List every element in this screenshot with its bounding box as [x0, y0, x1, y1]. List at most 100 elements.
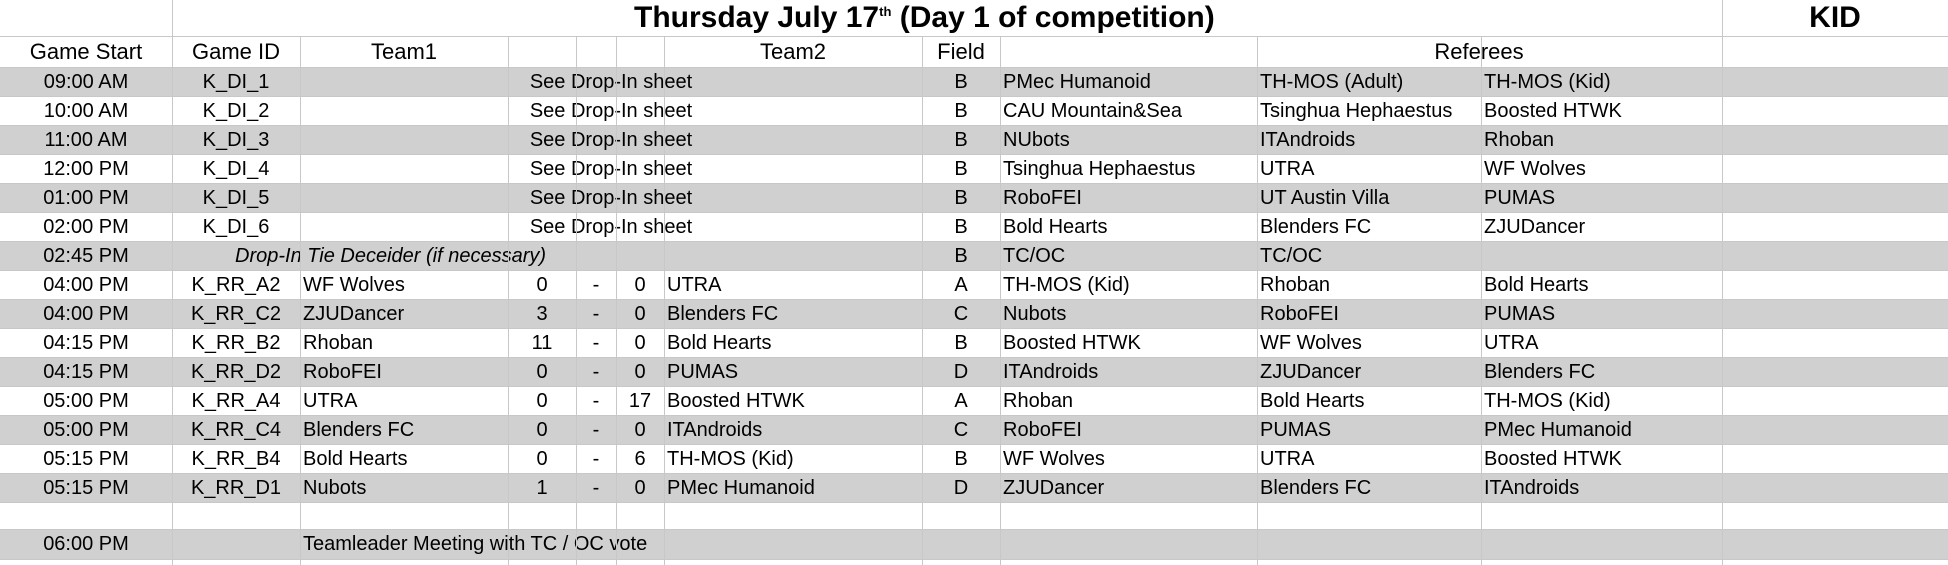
grid-col-line	[508, 37, 509, 565]
drop-in-note: See Drop-In sheet	[529, 129, 693, 151]
grid-row-line	[0, 212, 1948, 213]
score2-cell: 0	[634, 361, 646, 383]
score2-cell: 17	[628, 390, 652, 412]
game-start-cell: 10:00 AM	[43, 100, 129, 122]
score1-cell: 0	[536, 419, 548, 441]
referee3-cell: TH-MOS (Kid)	[1484, 390, 1611, 412]
grid-col-line	[300, 37, 301, 565]
score1-cell: 0	[536, 390, 548, 412]
field-cell: B	[954, 216, 968, 238]
game-start-cell: 11:00 AM	[44, 129, 128, 151]
referee2-cell: WF Wolves	[1260, 332, 1362, 354]
field-cell: B	[954, 448, 968, 470]
game-start-cell: 02:00 PM	[43, 216, 129, 238]
tie-note: Drop-In Tie Deceider (if necessary)	[235, 245, 547, 267]
field-cell: B	[954, 158, 968, 180]
header-team2: Team2	[759, 39, 827, 64]
referee2-cell: ZJUDancer	[1260, 361, 1362, 383]
score-dash: -	[592, 303, 600, 325]
referee2-cell: RoboFEI	[1260, 303, 1339, 325]
referee1-cell: NUbots	[1003, 129, 1070, 151]
score-dash: -	[592, 361, 600, 383]
referee3-cell: Bold Hearts	[1484, 274, 1589, 296]
game-start-cell: 04:15 PM	[43, 361, 129, 383]
game-id-cell: K_RR_A4	[191, 390, 281, 412]
referee1-cell: RoboFEI	[1003, 419, 1082, 441]
referee2-cell: TC/OC	[1260, 245, 1323, 267]
game-id-cell: K_RR_C4	[190, 419, 282, 441]
grid-row-line	[0, 328, 1948, 329]
game-id-cell: K_DI_6	[202, 216, 270, 238]
team1-cell: ZJUDancer	[303, 303, 405, 325]
header-referees: Referees	[1434, 39, 1524, 64]
team2-cell: PMec Humanoid	[667, 477, 815, 499]
team2-cell: PUMAS	[667, 361, 739, 383]
team2-cell: Bold Hearts	[667, 332, 772, 354]
grid-row-line	[0, 357, 1948, 358]
grid-row-line	[0, 96, 1948, 97]
score2-cell: 0	[634, 303, 646, 325]
grid-row-line	[0, 473, 1948, 474]
score2-cell: 6	[634, 448, 646, 470]
game-start-cell: 12:00 PM	[43, 158, 129, 180]
team2-cell: Blenders FC	[667, 303, 779, 325]
game-id-cell: K_DI_3	[202, 129, 270, 151]
team1-cell: Blenders FC	[303, 419, 415, 441]
grid-row-line	[0, 444, 1948, 445]
field-cell: B	[954, 129, 968, 151]
score-dash: -	[592, 390, 600, 412]
score-dash: -	[592, 477, 600, 499]
grid-row-line	[0, 125, 1948, 126]
team2-cell: TH-MOS (Kid)	[667, 448, 794, 470]
referee3-cell: ITAndroids	[1484, 477, 1580, 499]
grid-col-line	[1000, 37, 1001, 565]
referee1-cell: Boosted HTWK	[1003, 332, 1141, 354]
grid-col-line	[1722, 0, 1723, 565]
grid-col-line	[172, 0, 173, 565]
grid-col-line	[664, 37, 665, 565]
game-id-cell: K_RR_A2	[191, 274, 281, 296]
drop-in-note: See Drop-In sheet	[529, 187, 693, 209]
referee1-cell: RoboFEI	[1003, 187, 1082, 209]
grid-row-line	[0, 67, 1948, 68]
header-game-id: Game ID	[191, 39, 281, 64]
field-cell: B	[954, 245, 968, 267]
referee2-cell: Blenders FC	[1260, 216, 1372, 238]
field-cell: C	[953, 419, 969, 441]
referee3-cell: ZJUDancer	[1484, 216, 1586, 238]
referee2-cell: UT Austin Villa	[1260, 187, 1390, 209]
grid-row-line	[0, 415, 1948, 416]
field-cell: B	[954, 187, 968, 209]
table-row	[0, 184, 1948, 213]
team1-cell: RoboFEI	[303, 361, 382, 383]
score1-cell: 0	[536, 274, 548, 296]
referee3-cell: PMec Humanoid	[1484, 419, 1632, 441]
grid-row-line	[0, 270, 1948, 271]
grid-row-line	[0, 299, 1948, 300]
referee1-cell: Nubots	[1003, 303, 1067, 325]
score-dash: -	[592, 448, 600, 470]
field-cell: A	[954, 390, 968, 412]
grid-row-line	[0, 559, 1948, 560]
drop-in-note: See Drop-In sheet	[529, 158, 693, 180]
team2-cell: UTRA	[667, 274, 722, 296]
referee1-cell: Bold Hearts	[1003, 216, 1108, 238]
score1-cell: 0	[536, 361, 548, 383]
table-row	[0, 416, 1948, 445]
header-game-start: Game Start	[29, 39, 143, 64]
referee1-cell: TH-MOS (Kid)	[1003, 274, 1130, 296]
table-row	[0, 358, 1948, 387]
referee3-cell: UTRA	[1484, 332, 1539, 354]
table-row	[0, 300, 1948, 329]
field-cell: C	[953, 303, 969, 325]
score-dash: -	[592, 419, 600, 441]
field-cell: D	[953, 361, 969, 383]
game-start-cell: 05:00 PM	[43, 390, 129, 412]
drop-in-note: See Drop-In sheet	[529, 71, 693, 93]
grid-row-line	[0, 241, 1948, 242]
score2-cell: 0	[634, 477, 646, 499]
table-row	[0, 242, 1948, 271]
drop-in-note: See Drop-In sheet	[529, 216, 693, 238]
referee1-cell: Tsinghua Hephaestus	[1003, 158, 1196, 180]
game-start-cell: 04:00 PM	[43, 274, 129, 296]
